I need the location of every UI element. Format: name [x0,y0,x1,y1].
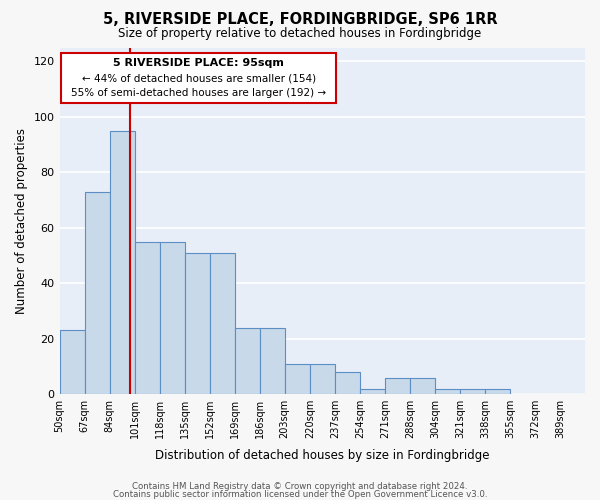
Bar [410,378,435,394]
Bar [385,378,410,394]
FancyBboxPatch shape [61,53,336,103]
Bar [360,388,385,394]
Bar [310,364,335,394]
Bar [335,372,360,394]
Text: Size of property relative to detached houses in Fordingbridge: Size of property relative to detached ho… [118,28,482,40]
Text: ← 44% of detached houses are smaller (154): ← 44% of detached houses are smaller (15… [82,73,316,83]
Bar [185,252,209,394]
Bar [260,328,285,394]
Bar [59,330,85,394]
X-axis label: Distribution of detached houses by size in Fordingbridge: Distribution of detached houses by size … [155,450,490,462]
Text: 5 RIVERSIDE PLACE: 95sqm: 5 RIVERSIDE PLACE: 95sqm [113,58,284,68]
Text: 5, RIVERSIDE PLACE, FORDINGBRIDGE, SP6 1RR: 5, RIVERSIDE PLACE, FORDINGBRIDGE, SP6 1… [103,12,497,28]
Y-axis label: Number of detached properties: Number of detached properties [15,128,28,314]
Bar [110,130,134,394]
Bar [209,252,235,394]
Bar [160,242,185,394]
Bar [235,328,260,394]
Bar [485,388,510,394]
Bar [285,364,310,394]
Text: 55% of semi-detached houses are larger (192) →: 55% of semi-detached houses are larger (… [71,88,326,98]
Text: Contains HM Land Registry data © Crown copyright and database right 2024.: Contains HM Land Registry data © Crown c… [132,482,468,491]
Text: Contains public sector information licensed under the Open Government Licence v3: Contains public sector information licen… [113,490,487,499]
Bar [460,388,485,394]
Bar [435,388,460,394]
Bar [85,192,110,394]
Bar [134,242,160,394]
